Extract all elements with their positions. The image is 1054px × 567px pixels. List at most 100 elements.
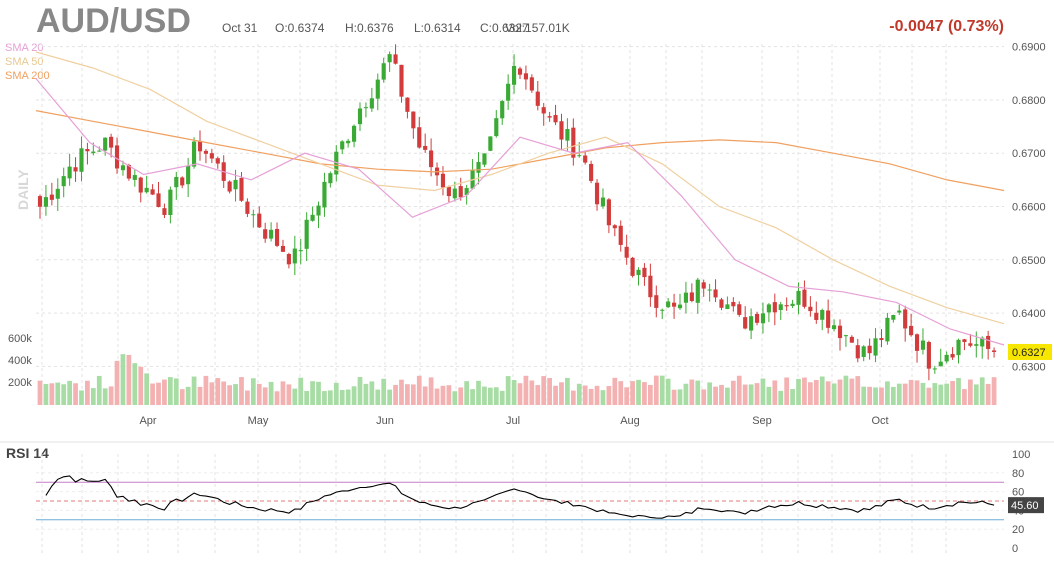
volume-bar [446,385,452,405]
volume-bar [298,377,304,405]
volume-bar [292,388,298,405]
volume-bar [559,382,564,405]
candle-body [660,309,665,311]
candle-body [624,246,629,258]
candle-body [837,325,843,339]
candle-body [754,313,760,323]
candle-body [630,257,635,276]
candle-body [517,68,523,75]
price-change: -0.0047 (0.73%) [889,18,1004,35]
candle-body [257,213,262,228]
volume-bar [150,383,155,405]
volume-bar [61,384,67,405]
candle-body [796,290,801,305]
month-label: Sep [752,415,772,427]
candle-body [186,165,191,185]
candle-body [316,205,321,216]
volume-bar [944,383,950,405]
volume-bar [274,391,280,405]
candle-body [227,181,232,192]
volume-bar [825,381,831,405]
candle-body [529,77,534,91]
candle-body [304,219,309,249]
candle-body [322,181,327,208]
candle-body [855,345,860,359]
volume-bar [849,378,855,405]
volume-bar [49,383,55,405]
candle-body [689,292,694,302]
volume-bar [381,378,387,405]
volume-bar [144,373,150,405]
legend-sma20[interactable]: SMA 20 [5,42,44,54]
volume-bar [979,377,985,405]
rsi-tick-label: 60 [1012,487,1024,499]
candle-body [352,125,357,142]
volume-bar [553,385,558,405]
volume-bar [973,384,979,405]
candle-body [986,335,991,350]
volume-bar [618,381,624,405]
candle-body [553,115,558,123]
volume-bar [802,377,807,405]
candle-body [861,346,866,357]
candle-body [328,173,333,184]
candle-body [559,121,564,140]
candle-body [980,337,985,347]
candle-body [215,158,220,164]
candle-body [814,312,819,320]
price-tick-label: 0.6300 [1012,361,1046,373]
volume-bar [837,379,843,405]
volume-bar [582,385,588,405]
volume-bar [108,386,114,405]
candle-body [458,186,463,198]
legend-sma50[interactable]: SMA 50 [5,56,44,68]
volume-bar [493,387,499,405]
volume-bar [357,377,363,405]
rsi-tick-label: 80 [1012,468,1024,480]
volume-bar [648,384,653,405]
candle-body [802,289,807,307]
candle-body [132,175,137,180]
candle-body [932,368,937,370]
volume-bar [286,384,292,405]
candle-body [280,245,286,252]
candle-body [79,148,84,172]
volume-bar [464,381,470,405]
volume-bar [476,380,481,405]
volume-bar [861,386,867,405]
volume-bar [399,379,404,405]
candle-body [677,304,683,309]
month-label: Apr [139,415,156,427]
price-tick-label: 0.6700 [1012,148,1046,160]
candle-body [909,325,914,336]
daily-watermark: DAILY [15,169,31,210]
volume-bar [387,389,392,405]
volume-bar [719,384,724,405]
candle-body [239,177,244,201]
candle-body [749,316,754,331]
sma50-line [35,51,1005,325]
candle-body [97,150,102,152]
candle-body [363,107,368,109]
candle-body [885,317,890,342]
volume-bar [197,386,203,405]
candle-body [209,153,214,159]
candle-body [737,304,742,315]
candle-body [583,155,588,163]
volume-bar [920,382,926,405]
volume-bar [505,376,511,405]
candle-body [357,108,363,125]
candle-body [648,275,653,298]
volume-bar [73,383,78,405]
legend-sma200[interactable]: SMA 200 [5,70,50,82]
candle-body [55,188,60,199]
volume-bar [760,378,766,405]
volume-bar [600,390,606,405]
sma20-line [35,78,1005,346]
volume-bar [434,388,440,405]
volume-bar [96,375,102,405]
volume-bar [90,388,96,405]
volume-bar [85,380,90,405]
candle-body [683,292,688,303]
